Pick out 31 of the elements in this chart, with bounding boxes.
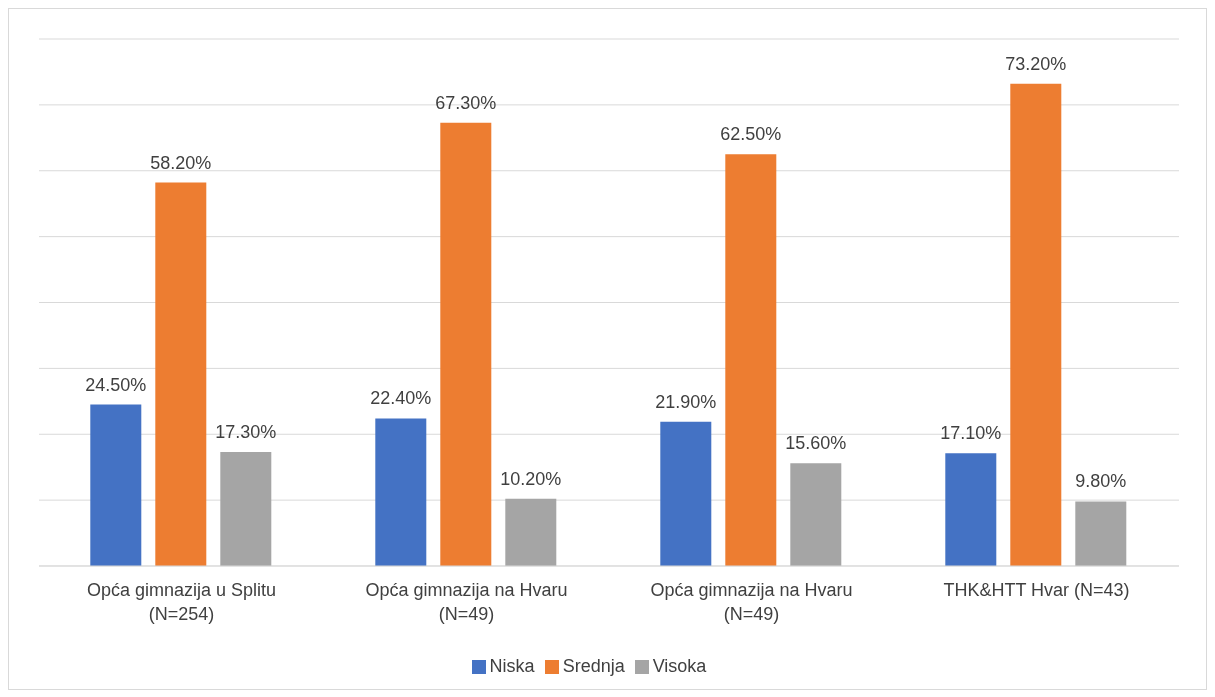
legend-label: Visoka [652, 656, 707, 676]
bar [725, 154, 777, 566]
data-label: 10.20% [500, 468, 562, 489]
data-label: 22.40% [370, 388, 432, 409]
data-label: 15.60% [785, 433, 847, 454]
bar [945, 453, 997, 566]
bar [220, 452, 272, 566]
bar [440, 122, 492, 566]
data-label: 21.90% [655, 391, 717, 412]
bar [790, 463, 842, 566]
data-label: 73.20% [1005, 53, 1067, 74]
x-tick-label: Opća gimnazija na Hvaru (N=49) [650, 580, 853, 624]
legend-label: Niska [489, 656, 535, 676]
bar [505, 498, 557, 566]
bar [1075, 501, 1127, 566]
data-label: 24.50% [85, 374, 147, 395]
bar [90, 404, 142, 566]
data-label: 9.80% [1075, 471, 1127, 492]
bar [660, 421, 712, 566]
x-tick-label: Opća gimnazija u Splitu (N=254) [86, 580, 277, 624]
data-label: 67.30% [435, 92, 497, 113]
bar [155, 182, 207, 566]
data-label: 58.20% [150, 152, 212, 173]
x-tick-label: THK&HTT Hvar (N=43) [943, 580, 1130, 600]
legend-label: Srednja [562, 656, 625, 676]
bar [1010, 83, 1062, 566]
data-label: 17.10% [940, 423, 1002, 444]
data-label: 17.30% [215, 422, 277, 443]
x-tick-label: Opća gimnazija na Hvaru (N=49) [365, 580, 568, 624]
data-label: 62.50% [720, 124, 782, 145]
bar [375, 418, 427, 566]
